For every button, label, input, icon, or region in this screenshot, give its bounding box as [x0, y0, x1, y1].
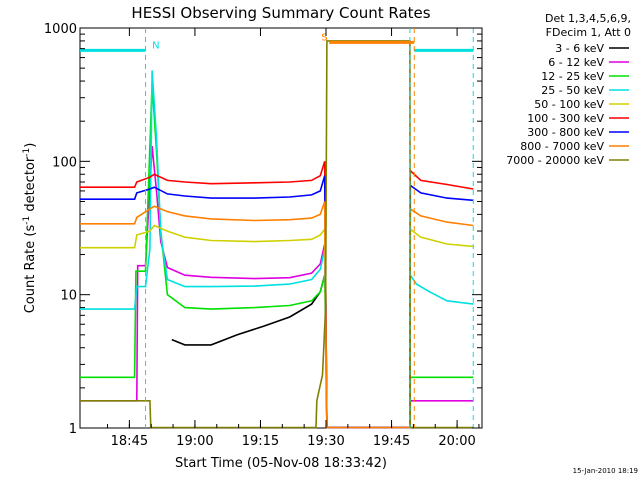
legend-label-3: 12 - 25 keV	[541, 70, 604, 83]
plot-frame	[79, 27, 483, 429]
state-label-N: N	[152, 40, 159, 51]
x-tick-label-5: 19:45	[373, 434, 410, 449]
series-layer	[80, 40, 474, 429]
state-bar-layer: NS	[80, 28, 474, 428]
legend-header-line-1: Det 1,3,4,5,6,9,	[545, 12, 631, 25]
y-tick-label-3: 100	[52, 155, 77, 170]
legend-label-2: 6 - 12 keV	[548, 56, 604, 69]
x-tick-layer: 18:45 19:00 19:15 19:30 19:45 20:00	[107, 28, 480, 449]
y-axis-label-end: )	[23, 143, 38, 148]
legend-label-5: 50 - 100 keV	[534, 98, 604, 111]
series-line-9	[80, 40, 474, 429]
x-tick-label-3: 19:15	[242, 434, 279, 449]
legend-label-8: 800 - 7000 keV	[520, 140, 604, 153]
x-tick-label-4: 19:30	[307, 434, 344, 449]
series-line-4	[80, 70, 474, 429]
legend-label-6: 100 - 300 keV	[527, 112, 604, 125]
x-axis-label: Start Time (05-Nov-08 18:33:42)	[175, 456, 387, 471]
chart-title: HESSI Observing Summary Count Rates	[131, 4, 430, 22]
legend-label-1: 3 - 6 keV	[555, 42, 604, 55]
x-tick-label-2: 19:00	[176, 434, 213, 449]
timestamp: 15-Jan-2010 18:19	[573, 467, 638, 475]
x-tick-label-6: 20:00	[438, 434, 475, 449]
state-label-S: S	[321, 32, 327, 43]
y-axis-label-exp1: -1	[22, 216, 32, 225]
x-tick-label-1: 18:45	[111, 434, 148, 449]
plot-area	[79, 27, 483, 429]
y-tick-label-2: 10	[60, 289, 77, 304]
legend-header-line-2: FDecim 1, Att 0	[546, 26, 631, 39]
legend: Det 1,3,4,5,6,9, FDecim 1, Att 0 3 - 6 k…	[506, 12, 631, 167]
y-axis-label-main: Count Rate (s	[23, 225, 38, 314]
y-axis-label-exp2: -1	[22, 148, 32, 157]
legend-label-9: 7000 - 20000 keV	[506, 154, 604, 167]
y-axis-label-mid: detector	[23, 156, 38, 216]
y-axis-label: Count Rate (s-1 detector-1)	[22, 143, 38, 314]
y-tick-layer: 1 10 100 1000	[44, 22, 482, 437]
legend-label-7: 300 - 800 keV	[527, 126, 604, 139]
y-tick-label-1: 1	[69, 422, 77, 437]
y-tick-label-4: 1000	[44, 22, 77, 37]
legend-label-4: 25 - 50 keV	[541, 84, 604, 97]
